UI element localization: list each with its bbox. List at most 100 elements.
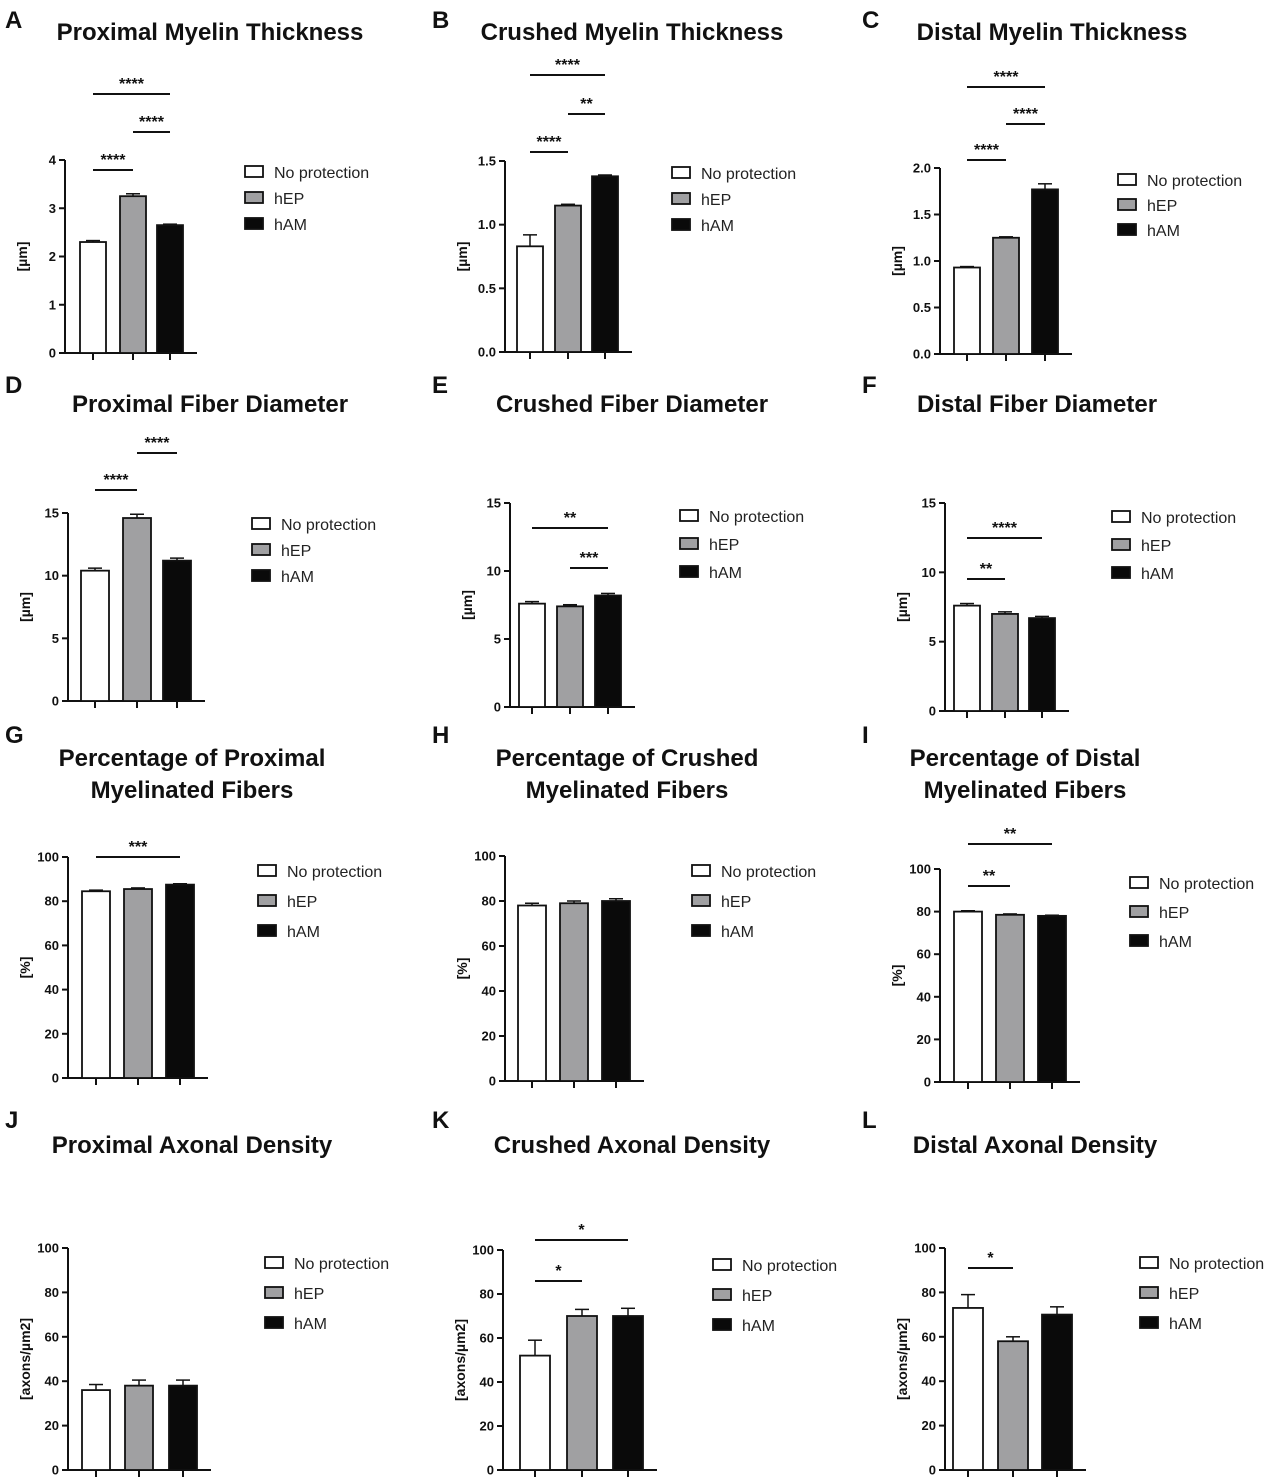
panel-h: H Percentage of Crushed Myelinated Fibers 0… [432, 722, 816, 1089]
significance-label: * [578, 1222, 585, 1239]
bar-no-protection [952, 1307, 984, 1471]
legend-label: No protection [294, 1256, 389, 1273]
y-tick-label: 20 [45, 1418, 59, 1433]
chart-title: Proximal Axonal Density [52, 1132, 333, 1159]
panel-letter: G [5, 722, 24, 749]
chart-title: Distal Fiber Diameter [917, 391, 1157, 418]
significance-label: * [987, 1250, 994, 1267]
legend-swatch [244, 217, 264, 230]
y-axis-label: [µm] [894, 592, 910, 622]
significance-label: **** [992, 520, 1018, 537]
legend-label: hEP [721, 894, 751, 911]
legend-label: No protection [709, 509, 804, 526]
y-tick-label: 60 [45, 1329, 59, 1344]
legend-label: hAM [287, 924, 320, 941]
legend-swatch [1139, 1286, 1159, 1299]
legend-label: No protection [281, 517, 376, 534]
legend-swatch [1117, 173, 1137, 186]
legend-label: hEP [742, 1288, 772, 1305]
significance-label: ** [980, 561, 993, 578]
legend-label: hEP [1147, 198, 1177, 215]
y-tick-label: 40 [45, 1374, 59, 1389]
panel-letter: B [432, 7, 449, 34]
legend-label: hEP [1159, 905, 1189, 922]
y-tick-label: 20 [480, 1419, 494, 1434]
legend-swatch [679, 565, 699, 578]
bar-ham [156, 224, 184, 354]
y-tick-label: 15 [487, 496, 501, 511]
y-tick-label: 40 [45, 982, 59, 997]
y-tick-label: 20 [917, 1032, 931, 1047]
bar-no-protection [81, 1389, 111, 1471]
legend-label: No protection [1159, 876, 1254, 893]
significance-label: **** [119, 76, 145, 93]
panel-letter: F [862, 372, 877, 399]
chart-title: Crushed Fiber Diameter [496, 391, 768, 418]
legend-label: hAM [294, 1316, 327, 1333]
y-axis-label: [%] [17, 957, 33, 979]
legend-label: hEP [709, 537, 739, 554]
significance-label: ** [1004, 826, 1017, 843]
bar-ham [162, 559, 192, 702]
significance-label: **** [104, 472, 130, 489]
y-axis-label: [µm] [17, 592, 33, 622]
chart-title: Proximal Myelin Thickness [57, 19, 364, 46]
bar-ham [1028, 617, 1056, 712]
legend-swatch [264, 1316, 284, 1329]
legend-swatch [691, 894, 711, 907]
significance-label: **** [101, 152, 127, 169]
legend-label: hEP [274, 191, 304, 208]
legend-label: hAM [1169, 1316, 1202, 1333]
y-tick-label: 100 [472, 1243, 494, 1258]
significance-label: ** [983, 868, 996, 885]
y-tick-label: 100 [909, 862, 931, 877]
chart-title: Myelinated Fibers [526, 777, 729, 804]
y-tick-label: 10 [487, 564, 501, 579]
legend-label: hEP [281, 543, 311, 560]
legend-swatch [679, 537, 699, 550]
chart-title: Percentage of Crushed [496, 745, 759, 772]
y-tick-label: 40 [480, 1375, 494, 1390]
panel-letter: I [862, 722, 869, 749]
legend-swatch [671, 192, 691, 205]
bar-hep [559, 902, 589, 1082]
y-tick-label: 0 [929, 1463, 936, 1478]
legend-label: hAM [709, 565, 742, 582]
y-tick-label: 60 [480, 1331, 494, 1346]
bar-no-protection [518, 602, 546, 708]
bar-no-protection [516, 245, 544, 353]
chart-title: Distal Myelin Thickness [917, 19, 1188, 46]
legend-swatch [1129, 934, 1149, 947]
chart-title: Proximal Fiber Diameter [72, 391, 348, 418]
panel-j: J Proximal Axonal Density 0 20 40 60 80 100 [axo… [5, 1107, 389, 1478]
y-axis-label: [µm] [459, 590, 475, 620]
bar-ham [612, 1315, 644, 1471]
y-tick-label: 1.0 [913, 254, 931, 269]
panel-letter: J [5, 1107, 18, 1134]
bar-no-protection [81, 890, 111, 1079]
panel-letter: D [5, 372, 22, 399]
y-axis-label: [%] [889, 965, 905, 987]
bar-ham [168, 1384, 198, 1471]
y-tick-label: 0.5 [478, 281, 496, 296]
y-tick-label: 100 [37, 850, 59, 865]
legend-swatch [257, 864, 277, 877]
y-tick-label: 1.0 [478, 217, 496, 232]
bar-hep [992, 236, 1020, 355]
y-tick-label: 0 [489, 1074, 496, 1089]
bar-hep [995, 913, 1025, 1083]
bar-hep [991, 613, 1019, 712]
legend-swatch [264, 1286, 284, 1299]
legend-swatch [257, 924, 277, 937]
y-tick-label: 5 [494, 632, 501, 647]
y-tick-label: 0 [494, 700, 501, 715]
y-axis-label: [axons/µm2] [17, 1318, 33, 1400]
legend-swatch [251, 517, 271, 530]
y-tick-label: 0.0 [478, 345, 496, 360]
y-tick-label: 100 [914, 1241, 936, 1256]
legend-swatch [244, 191, 264, 204]
legend-swatch [671, 218, 691, 231]
legend-swatch [1111, 538, 1131, 551]
bar-hep [122, 517, 152, 702]
